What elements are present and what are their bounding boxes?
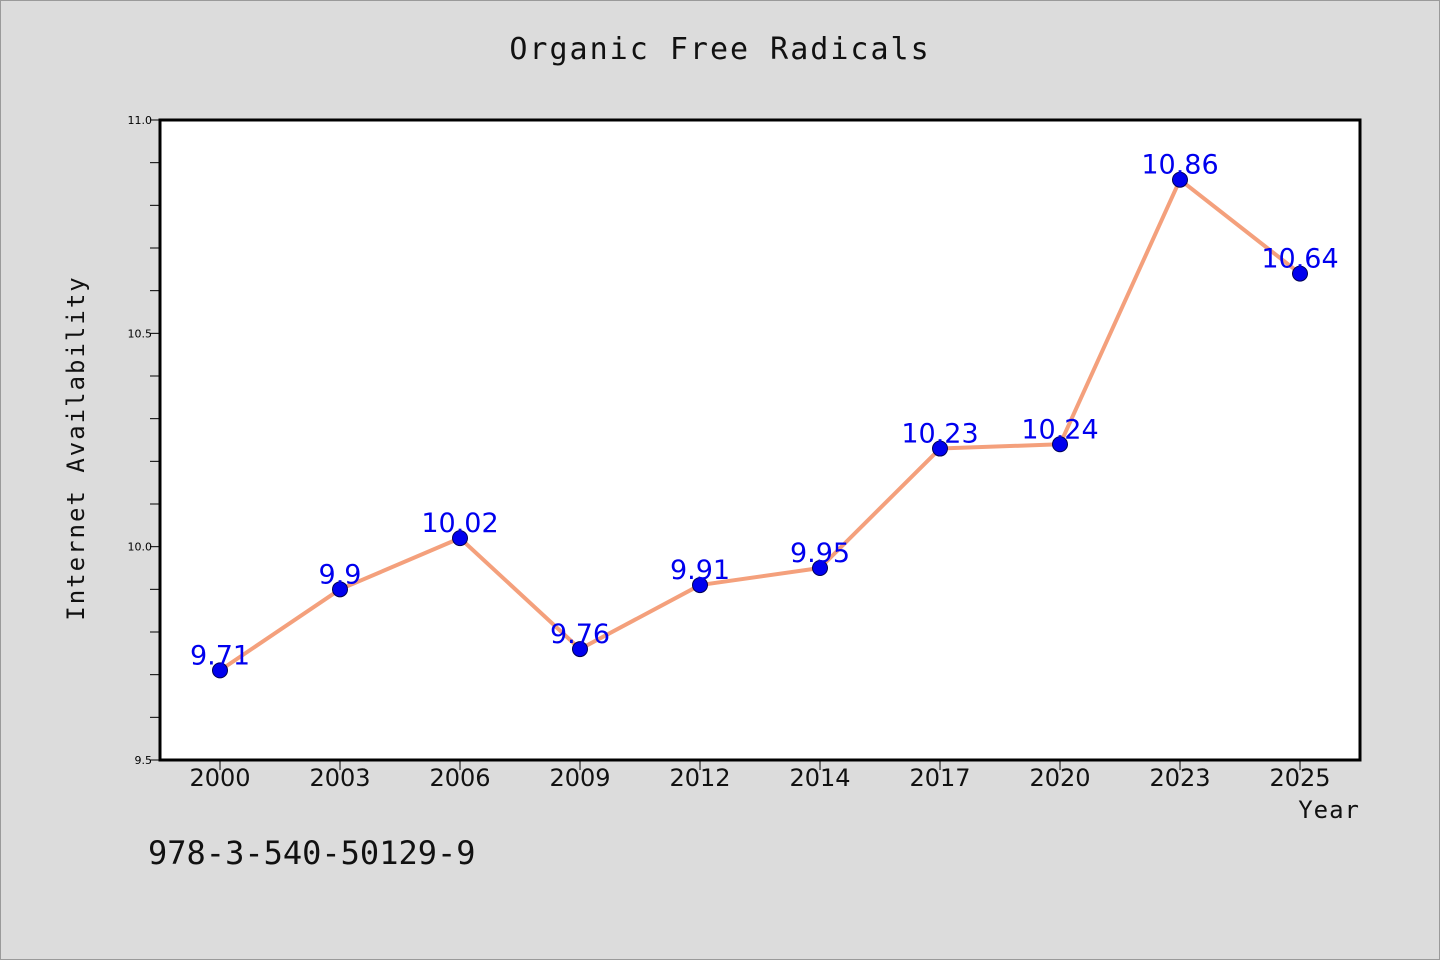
data-point bbox=[332, 581, 348, 598]
x-tick-label: 2006 bbox=[429, 764, 490, 792]
x-axis-label: Year bbox=[1298, 796, 1360, 824]
plot-area bbox=[158, 118, 1362, 762]
y-tick-label: 11.0 bbox=[128, 114, 153, 127]
data-label: 9.95 bbox=[790, 538, 850, 569]
data-point bbox=[1172, 171, 1188, 188]
x-tick-label: 2025 bbox=[1269, 764, 1330, 792]
data-point bbox=[812, 560, 828, 576]
data-label: 10.02 bbox=[421, 508, 498, 539]
data-point bbox=[1292, 265, 1308, 282]
x-tick-label: 2012 bbox=[669, 764, 730, 792]
y-axis-ticks: 9.5 10.0 10.5 11.0 bbox=[128, 114, 160, 767]
data-label: 9.91 bbox=[670, 555, 730, 586]
x-axis-ticks: 2000 2003 2006 2009 2012 2014 2017 2020 2023 2025 bbox=[189, 760, 1331, 792]
isbn-text: 978-3-540-50129-9 bbox=[148, 834, 476, 872]
data-point bbox=[1052, 436, 1068, 453]
x-tick-label: 2009 bbox=[549, 764, 610, 792]
data-label: 9.76 bbox=[550, 619, 610, 650]
data-point bbox=[452, 530, 468, 547]
data-point bbox=[572, 641, 588, 658]
x-tick-label: 2023 bbox=[1149, 764, 1210, 792]
y-tick-label: 9.5 bbox=[135, 754, 153, 767]
y-tick-label: 10.0 bbox=[128, 541, 153, 554]
data-label: 10.64 bbox=[1261, 244, 1338, 275]
data-point bbox=[692, 577, 708, 594]
chart-title: Organic Free Radicals bbox=[509, 32, 931, 67]
data-label: 10.23 bbox=[901, 419, 978, 450]
x-tick-label: 2000 bbox=[189, 764, 250, 792]
data-label: 9.71 bbox=[190, 640, 250, 671]
x-tick-label: 2020 bbox=[1029, 764, 1090, 792]
data-label: 10.86 bbox=[1141, 150, 1218, 181]
x-tick-label: 2014 bbox=[789, 764, 850, 792]
data-point bbox=[932, 440, 948, 457]
series-line bbox=[218, 177, 1302, 673]
x-tick-label: 2017 bbox=[909, 764, 970, 792]
data-label: 10.24 bbox=[1021, 414, 1098, 445]
x-tick-label: 2003 bbox=[309, 764, 370, 792]
data-label: 9.9 bbox=[319, 559, 362, 590]
y-tick-label: 10.5 bbox=[128, 327, 153, 340]
data-point bbox=[212, 662, 228, 679]
series-group: 9.71 9.9 10.02 9.76 9.91 9.95 10.23 10.24 10.86 1… bbox=[190, 150, 1339, 679]
